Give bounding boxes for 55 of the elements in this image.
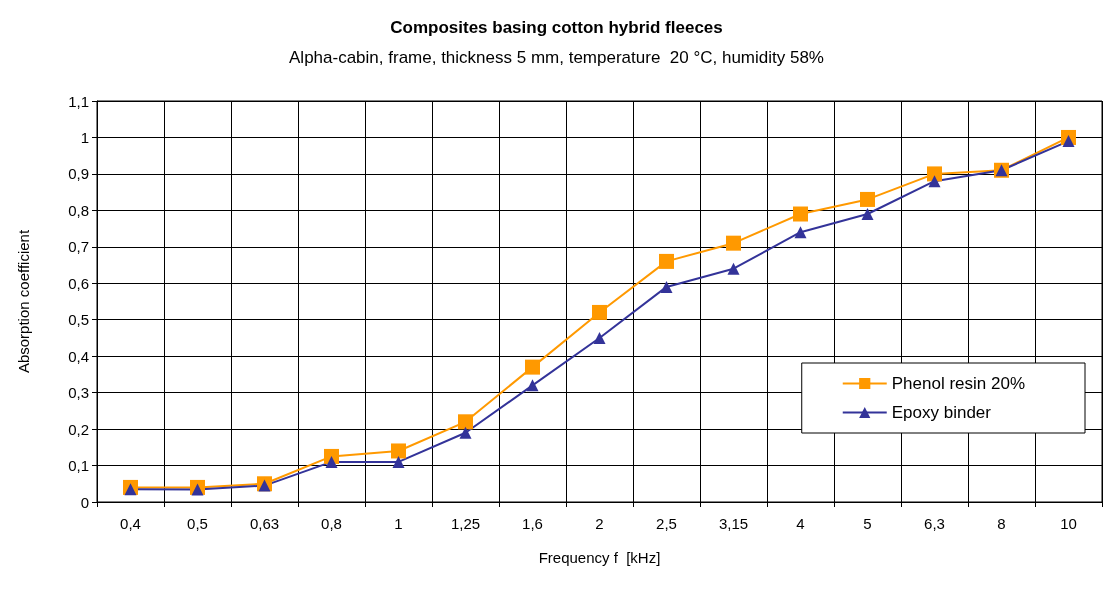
x-tick-label: 3,15 [718,515,749,532]
legend-label: Epoxy binder [891,403,992,422]
chart-subtitle: Alpha-cabin, frame, thickness 5 mm, temperature 20 °C, humidity 58% [289,48,824,67]
point [392,455,405,468]
x-tick-label: 10 [1060,515,1077,532]
point [927,166,942,182]
x-tick-label: 1 [394,515,403,532]
y-tick-label: 1 [80,128,89,146]
x-axis-title: Frequency f [kHz] [538,549,661,566]
x-tick-label: 2 [595,515,604,532]
point [391,443,406,459]
x-tick-label: 1,25 [450,515,481,532]
point [928,175,941,188]
x-tick-label: 0,5 [187,515,208,532]
y-tick-label: 0,6 [68,274,89,292]
point [727,262,740,275]
y-tick-label: 0,8 [68,201,89,219]
point [124,483,137,496]
x-tick-label: 5 [863,515,872,532]
point [325,455,338,468]
point [660,280,673,293]
x-tick-label: 6,3 [924,515,945,532]
y-tick-label: 0 [80,493,89,511]
y-tick-label: 0,2 [68,420,89,438]
legend-label: Phenol resin 20% [891,374,1026,393]
point [1062,135,1075,148]
point [526,379,539,392]
y-tick-label: 0,5 [68,311,89,329]
point [592,304,607,320]
point [659,253,674,269]
x-tick-label: 4 [796,515,805,532]
point [793,206,808,222]
y-tick-label: 0,3 [68,384,89,402]
x-tick-label: 0,63 [249,515,280,532]
x-tick-label: 8 [997,515,1006,532]
y-tick-label: 0,1 [68,457,89,475]
y-tick-label: 0,9 [68,165,89,183]
x-tick-label: 0,4 [120,515,141,532]
y-axis-title: Absorption coefficient [15,229,32,374]
point [458,414,473,430]
y-tick-label: 1,1 [68,92,89,110]
x-tick-label: 1,6 [522,515,543,532]
y-tick-label: 0,7 [68,238,89,256]
x-tick-label: 2,5 [656,515,677,532]
point [726,235,741,251]
point [861,208,874,221]
point [794,226,807,239]
y-tick-label: 0,4 [68,347,89,365]
point [525,359,540,375]
point [593,331,606,344]
x-tick-label: 0,8 [321,515,342,532]
point [860,191,875,207]
chart-title: Composites basing cotton hybrid fleeces [390,18,723,37]
point [459,426,472,439]
point [191,483,204,496]
